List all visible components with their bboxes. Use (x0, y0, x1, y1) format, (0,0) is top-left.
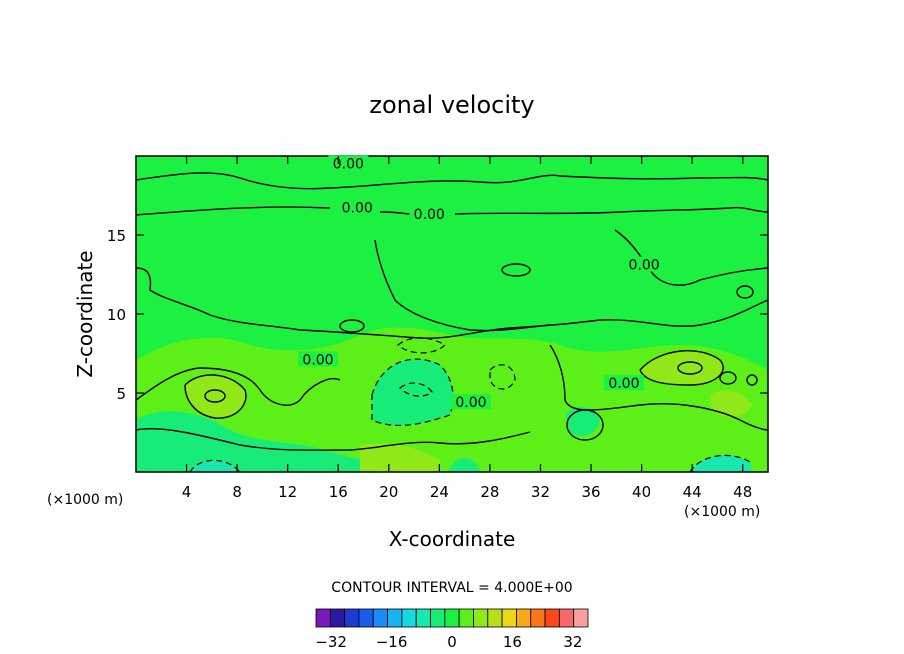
contour-label: 0.00 (342, 201, 373, 217)
negative-region-left (136, 411, 400, 472)
y-axis: 5 10 15 (107, 227, 768, 403)
colorbar-swatch (444, 608, 460, 628)
contour-label: 0.00 (455, 395, 486, 411)
colorbar-tick-label: 16 (503, 633, 522, 651)
contour-dashed-bottom-left (189, 459, 241, 472)
contour-closed-7 (719, 371, 737, 385)
contour-dashed-right (489, 364, 516, 390)
colorbar-swatch (544, 608, 560, 628)
colorbar-swatch (473, 608, 489, 628)
x-tick-label: 24 (430, 483, 449, 501)
negative-region-bottom-mid (448, 458, 480, 472)
x-tick-label: 20 (379, 483, 398, 501)
x-tick-label: 28 (480, 483, 499, 501)
contour-label-background (603, 375, 644, 391)
contour-label: 0.00 (333, 156, 364, 172)
colorbar-swatch (344, 608, 360, 628)
contour-dashed-bottom-right (689, 454, 751, 472)
contour-dashed-center-inner (399, 382, 433, 397)
contour-line-right (549, 344, 768, 431)
contour-line-zero-top (136, 206, 768, 216)
contour-closed-6 (736, 285, 754, 299)
colorbar-swatch (358, 608, 374, 628)
y-tick-label: 10 (107, 306, 126, 324)
contour-label: 0.00 (414, 207, 445, 223)
y-tick-label: 15 (107, 227, 126, 245)
x-tick-label: 4 (182, 483, 192, 501)
contour-dashed-center (371, 358, 454, 427)
x-axis: 4 8 12 16 20 24 28 32 36 40 44 48 (182, 156, 752, 501)
x-tick-label: 12 (278, 483, 297, 501)
positive-region-left-lobe (185, 374, 246, 419)
x-tick-label: 32 (531, 483, 550, 501)
y-axis-title: Z-coordinate (73, 250, 97, 377)
colorbar-swatch (487, 608, 503, 628)
colorbar-swatch (501, 608, 517, 628)
x-tick-label: 36 (581, 483, 600, 501)
contour-field (135, 155, 769, 473)
contour-line-right-lobe (639, 350, 724, 386)
contour-closed-2 (677, 361, 703, 375)
contour-closed-5 (566, 409, 604, 441)
contour-closed-3 (339, 319, 365, 333)
contour-label-background (409, 206, 450, 222)
colorbar-tick-label: −32 (315, 633, 347, 651)
contour-interval: CONTOUR INTERVAL = 4.000E+00 (331, 580, 572, 596)
colorbar-swatch (401, 608, 417, 628)
contour-label-background (450, 394, 491, 410)
colorbar-swatch (329, 608, 346, 628)
colorbar-tick-label: −16 (376, 633, 408, 651)
colorbar-swatch (573, 608, 589, 628)
colorbar-swatch (372, 608, 388, 628)
contour-closed-8 (746, 374, 758, 386)
contour-label: 0.00 (302, 352, 333, 368)
y-tick-label: 5 (116, 385, 126, 403)
contour-label: 0.00 (629, 258, 660, 274)
colorbar-swatch (315, 608, 331, 628)
x-tick-label: 40 (632, 483, 651, 501)
contour-label-background (298, 351, 339, 367)
contour-closed-1 (204, 389, 226, 403)
contour-line-upper (136, 172, 768, 190)
contour-line-zero-right (614, 229, 768, 286)
positive-region-right-small (710, 390, 752, 417)
colorbar-tick-label: 0 (447, 633, 457, 651)
x-tick-label: 8 (232, 483, 242, 501)
negative-region-low-center (372, 359, 453, 426)
colorbar-swatch (530, 608, 546, 628)
x-axis-title: X-coordinate (389, 527, 516, 551)
contour-label: 0.00 (608, 376, 639, 392)
contour-label-background (337, 199, 378, 215)
contour-closed-4 (501, 263, 531, 277)
colorbar-swatch (430, 608, 446, 628)
contour-line-zero-center (374, 239, 551, 332)
colorbar-swatch (458, 608, 474, 628)
contour-dashed-upper-center (397, 337, 446, 354)
x-unit-left: (×1000 m) (47, 492, 123, 508)
x-tick-label: 48 (733, 483, 752, 501)
colorbar: −32 −16 0 16 32 (315, 608, 589, 651)
contour-labels: 0.00 0.00 0.00 0.00 0.00 0.00 0.00 (298, 155, 665, 411)
contour-label-background (624, 256, 665, 272)
contour-line-lower (136, 367, 531, 451)
colorbar-swatch (415, 608, 431, 628)
x-unit-right: (×1000 m) (684, 504, 760, 520)
colorbar-swatch (558, 608, 575, 628)
chart-title: zonal velocity (369, 91, 534, 119)
positive-region-right-lobe (640, 350, 724, 385)
contour-line-left-lobe (184, 374, 247, 419)
positive-region-bottom-mid (360, 443, 440, 472)
x-tick-label: 16 (329, 483, 348, 501)
colorbar-swatch (516, 608, 532, 628)
x-tick-label: 44 (683, 483, 702, 501)
colorbar-tick-label: 32 (563, 633, 582, 651)
colorbar-swatch (387, 608, 403, 628)
